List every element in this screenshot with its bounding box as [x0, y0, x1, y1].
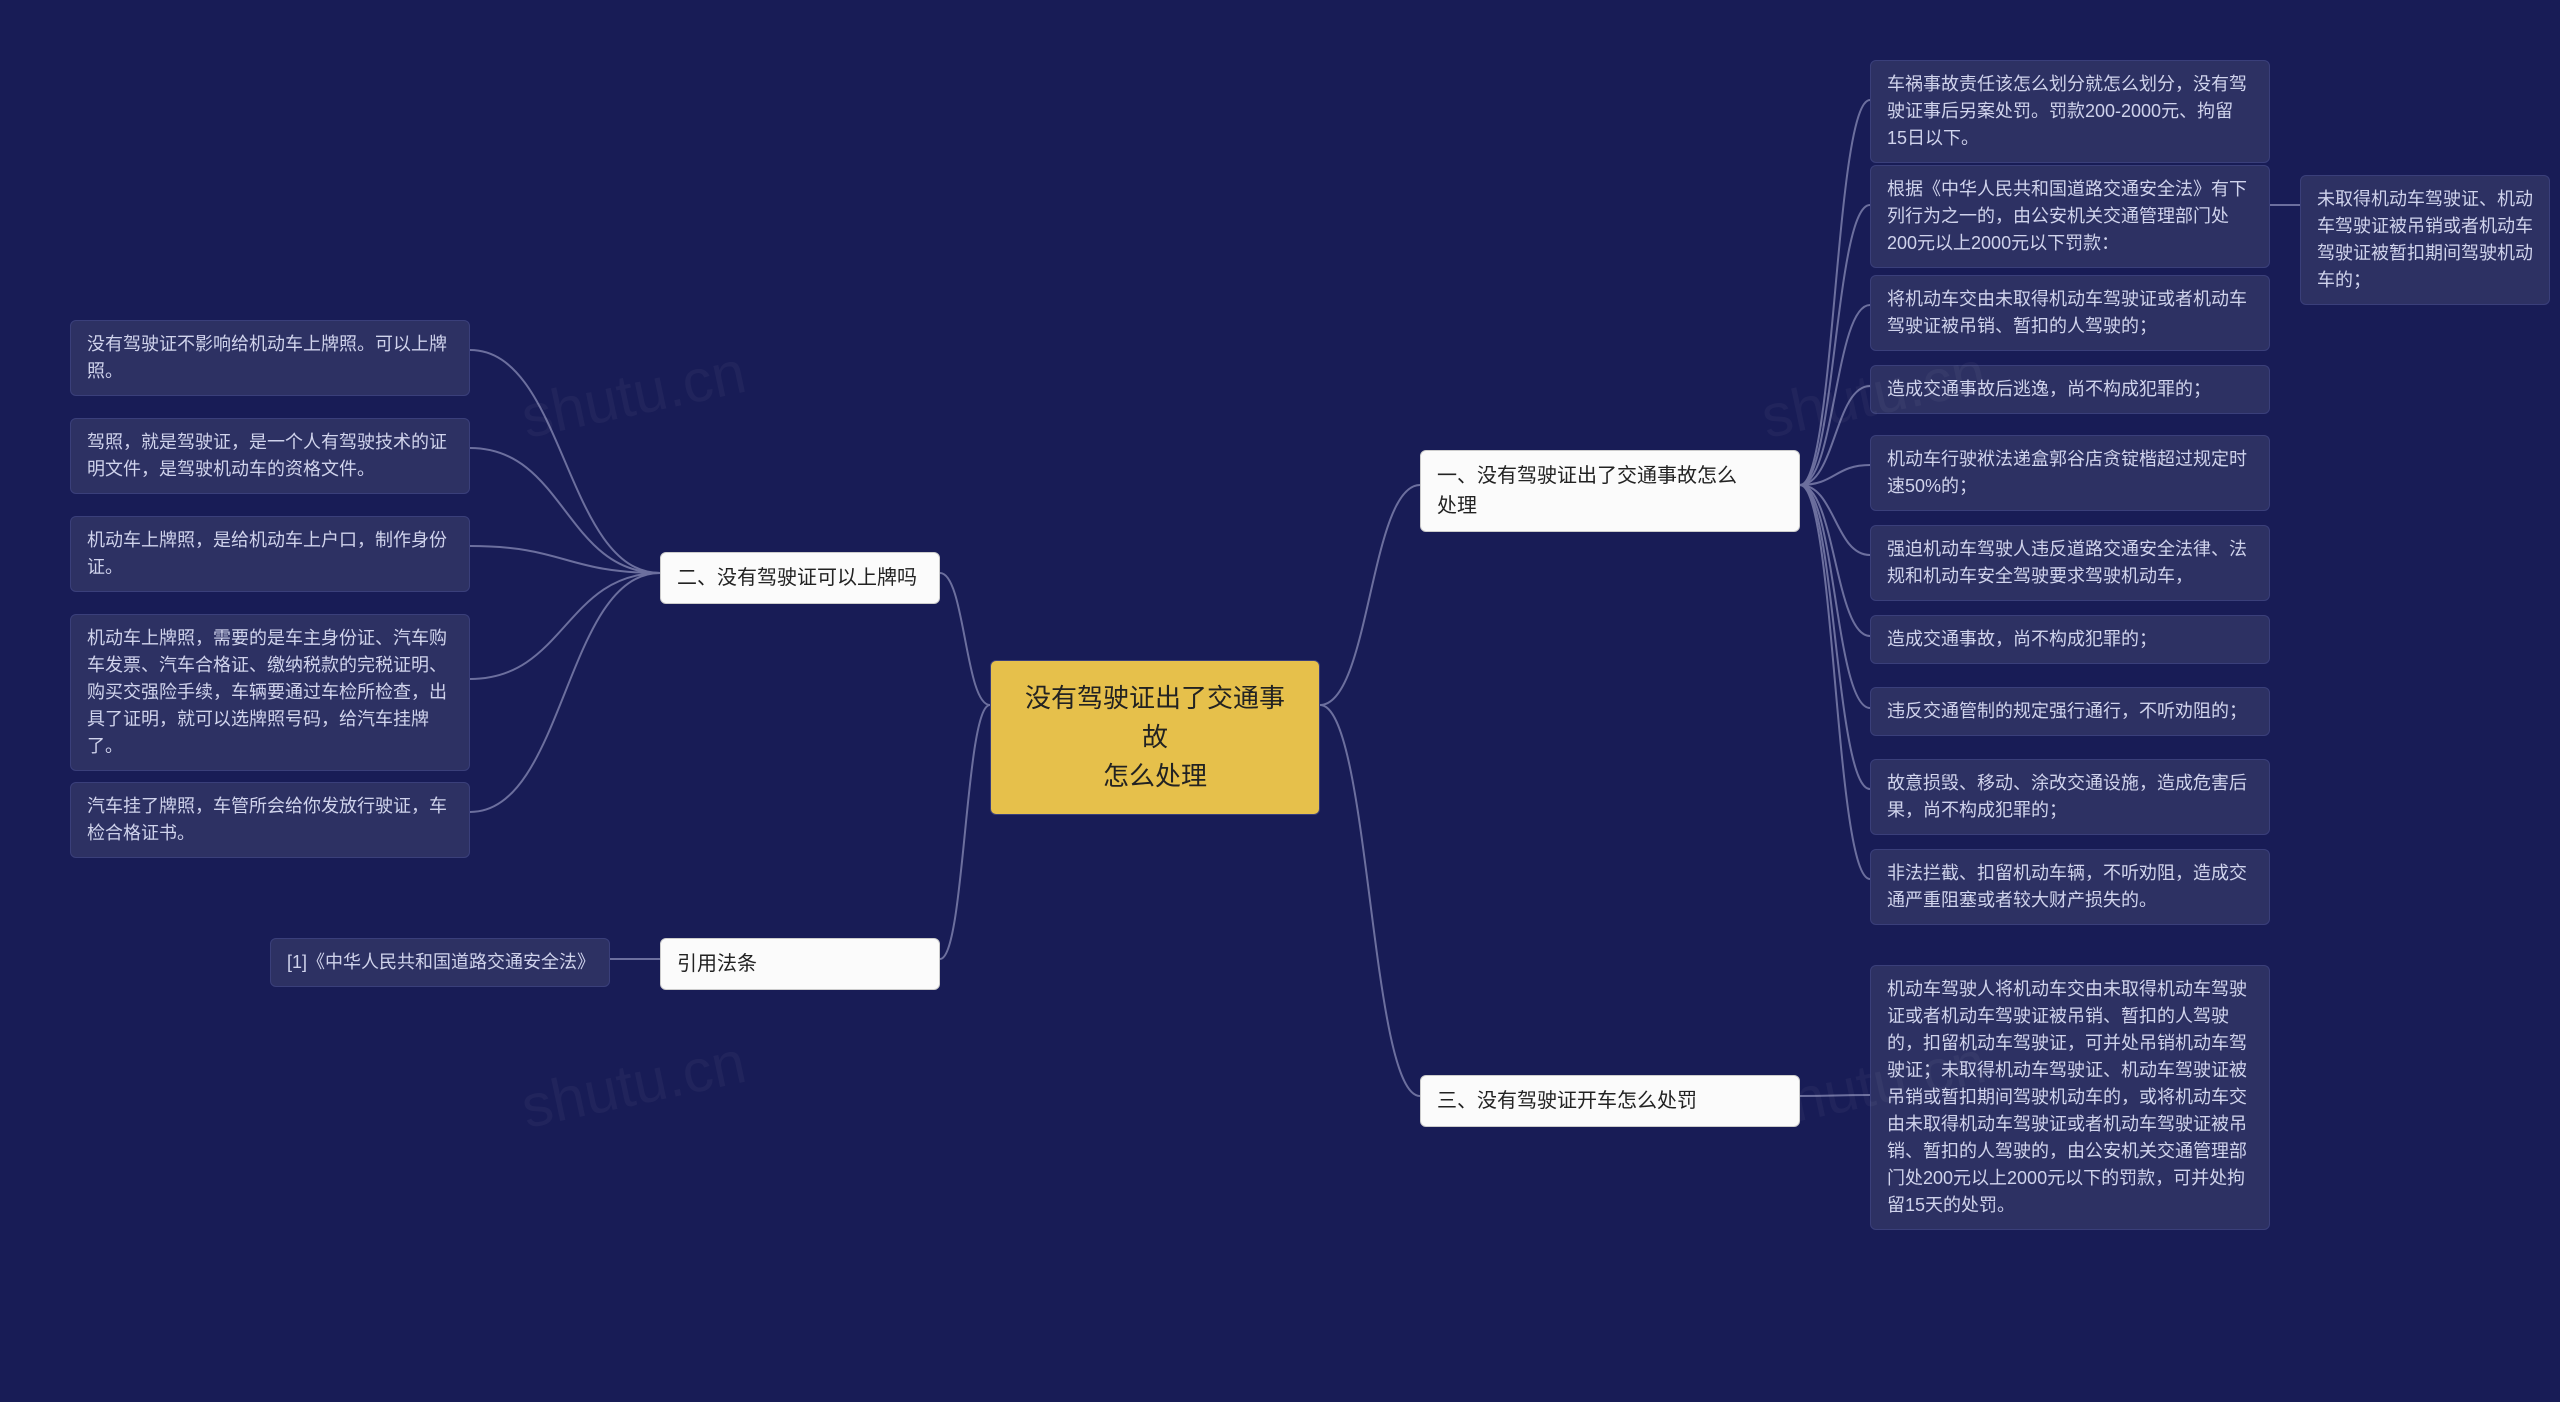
leaf-b1c6: 强迫机动车驾驶人违反道路交通安全法律、法规和机动车安全驾驶要求驾驶机动车， [1870, 525, 2270, 601]
leaf-b1c1: 车祸事故责任该怎么划分就怎么划分，没有驾驶证事后另案处罚。罚款200-2000元… [1870, 60, 2270, 163]
leaf-b1c9: 故意损毁、移动、涂改交通设施，造成危害后果，尚不构成犯罪的； [1870, 759, 2270, 835]
leaf-b2c3: 机动车上牌照，是给机动车上户口，制作身份证。 [70, 516, 470, 592]
leaf-b1c8: 违反交通管制的规定强行通行，不听劝阻的； [1870, 687, 2270, 736]
branch-b4: 引用法条 [660, 938, 940, 990]
branch-b1: 一、没有驾驶证出了交通事故怎么处理 [1420, 450, 1800, 532]
leaf-b4c1: [1]《中华人民共和国道路交通安全法》 [270, 938, 610, 987]
leaf-b1c7: 造成交通事故，尚不构成犯罪的； [1870, 615, 2270, 664]
leaf-b2c2: 驾照，就是驾驶证，是一个人有驾驶技术的证明文件，是驾驶机动车的资格文件。 [70, 418, 470, 494]
leaf-b2c1: 没有驾驶证不影响给机动车上牌照。可以上牌照。 [70, 320, 470, 396]
branch-b3: 三、没有驾驶证开车怎么处罚 [1420, 1075, 1800, 1127]
leaf-b2c4: 机动车上牌照，需要的是车主身份证、汽车购车发票、汽车合格证、缴纳税款的完税证明、… [70, 614, 470, 771]
branch-b2: 二、没有驾驶证可以上牌吗 [660, 552, 940, 604]
leaf-b1c10: 非法拦截、扣留机动车辆，不听劝阻，造成交通严重阻塞或者较大财产损失的。 [1870, 849, 2270, 925]
watermark: shutu.cn [515, 1027, 751, 1142]
leaf-b1c2a: 未取得机动车驾驶证、机动车驾驶证被吊销或者机动车驾驶证被暂扣期间驾驶机动车的； [2300, 175, 2550, 305]
root-node: 没有驾驶证出了交通事故怎么处理 [990, 660, 1320, 815]
leaf-b3c1: 机动车驾驶人将机动车交由未取得机动车驾驶证或者机动车驾驶证被吊销、暂扣的人驾驶的… [1870, 965, 2270, 1230]
leaf-b1c3: 将机动车交由未取得机动车驾驶证或者机动车驾驶证被吊销、暂扣的人驾驶的； [1870, 275, 2270, 351]
leaf-b2c5: 汽车挂了牌照，车管所会给你发放行驶证，车检合格证书。 [70, 782, 470, 858]
leaf-b1c5: 机动车行驶袱法递盒郭谷店贪锭楷超过规定时速50%的； [1870, 435, 2270, 511]
watermark: shutu.cn [515, 337, 751, 452]
leaf-b1c4: 造成交通事故后逃逸，尚不构成犯罪的； [1870, 365, 2270, 414]
leaf-b1c2: 根据《中华人民共和国道路交通安全法》有下列行为之一的，由公安机关交通管理部门处2… [1870, 165, 2270, 268]
